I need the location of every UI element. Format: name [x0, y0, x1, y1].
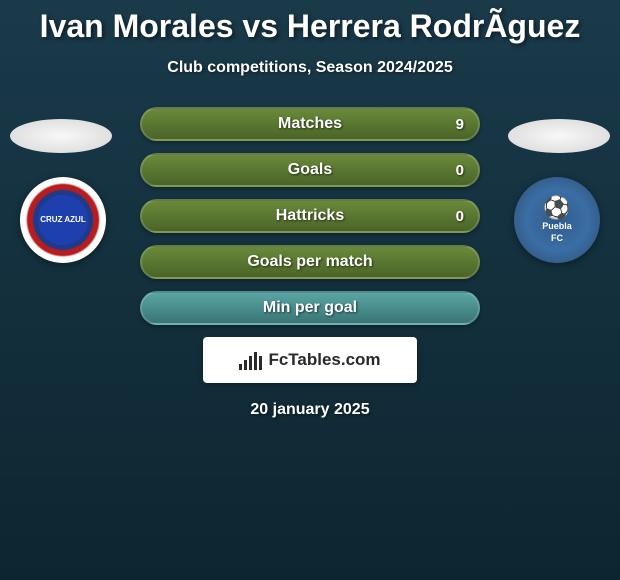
stat-label: Matches [278, 115, 342, 133]
stat-row: Goals per match [140, 245, 480, 279]
stat-value-right: 9 [456, 116, 464, 133]
club-badge-right-sublabel: FC [551, 233, 563, 243]
club-badge-right-label: Puebla [542, 221, 572, 231]
club-badge-left-label: CRUZ AZUL [38, 195, 88, 245]
stat-label: Min per goal [263, 299, 357, 317]
fctables-label: FcTables.com [268, 350, 380, 370]
club-badge-right: ⚽ Puebla FC [514, 177, 600, 263]
comparison-date: 20 january 2025 [0, 401, 620, 419]
stat-label: Goals [288, 161, 332, 179]
stat-value-right: 0 [456, 162, 464, 179]
stat-label: Hattricks [276, 207, 344, 225]
stats-container: Matches 9 Goals 0 Hattricks 0 Goals per match M… [140, 107, 480, 325]
stat-row: Goals 0 [140, 153, 480, 187]
fctables-branding: FcTables.com [203, 337, 417, 383]
stat-row: Hattricks 0 [140, 199, 480, 233]
stat-row: Min per goal [140, 291, 480, 325]
stat-label: Goals per match [247, 253, 372, 271]
player-right-placeholder [508, 119, 610, 153]
comparison-subtitle: Club competitions, Season 2024/2025 [0, 59, 620, 77]
stat-value-right: 0 [456, 208, 464, 225]
comparison-title: Ivan Morales vs Herrera RodrÃ­guez [0, 0, 620, 45]
stat-row: Matches 9 [140, 107, 480, 141]
club-badge-right-inner: ⚽ Puebla FC [527, 190, 587, 250]
club-badge-left: CRUZ AZUL [20, 177, 106, 263]
bars-icon [239, 350, 262, 370]
soccer-ball-icon: ⚽ [543, 197, 570, 219]
main-comparison-area: CRUZ AZUL ⚽ Puebla FC Matches9Goals0Hatt… [0, 107, 620, 419]
player-left-placeholder [10, 119, 112, 153]
